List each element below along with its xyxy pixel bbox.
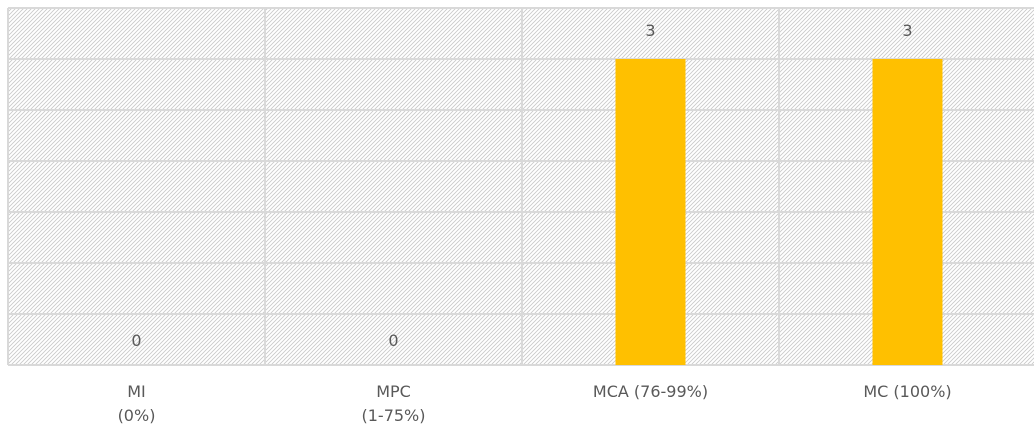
category-label: MPC (1-75%) bbox=[361, 382, 426, 425]
data-label: 3 bbox=[902, 21, 912, 40]
bar bbox=[615, 59, 686, 365]
data-label: 3 bbox=[645, 21, 655, 40]
data-label: 0 bbox=[388, 331, 398, 350]
category-label: MC (100%) bbox=[863, 382, 952, 401]
bars bbox=[615, 59, 943, 365]
data-label: 0 bbox=[131, 331, 141, 350]
category-label: MI (0%) bbox=[117, 382, 156, 425]
gridlines bbox=[7, 7, 1034, 366]
bar bbox=[872, 59, 943, 365]
category-label: MCA (76-99%) bbox=[592, 382, 709, 401]
data-labels: 0 0 3 3 bbox=[131, 21, 912, 350]
